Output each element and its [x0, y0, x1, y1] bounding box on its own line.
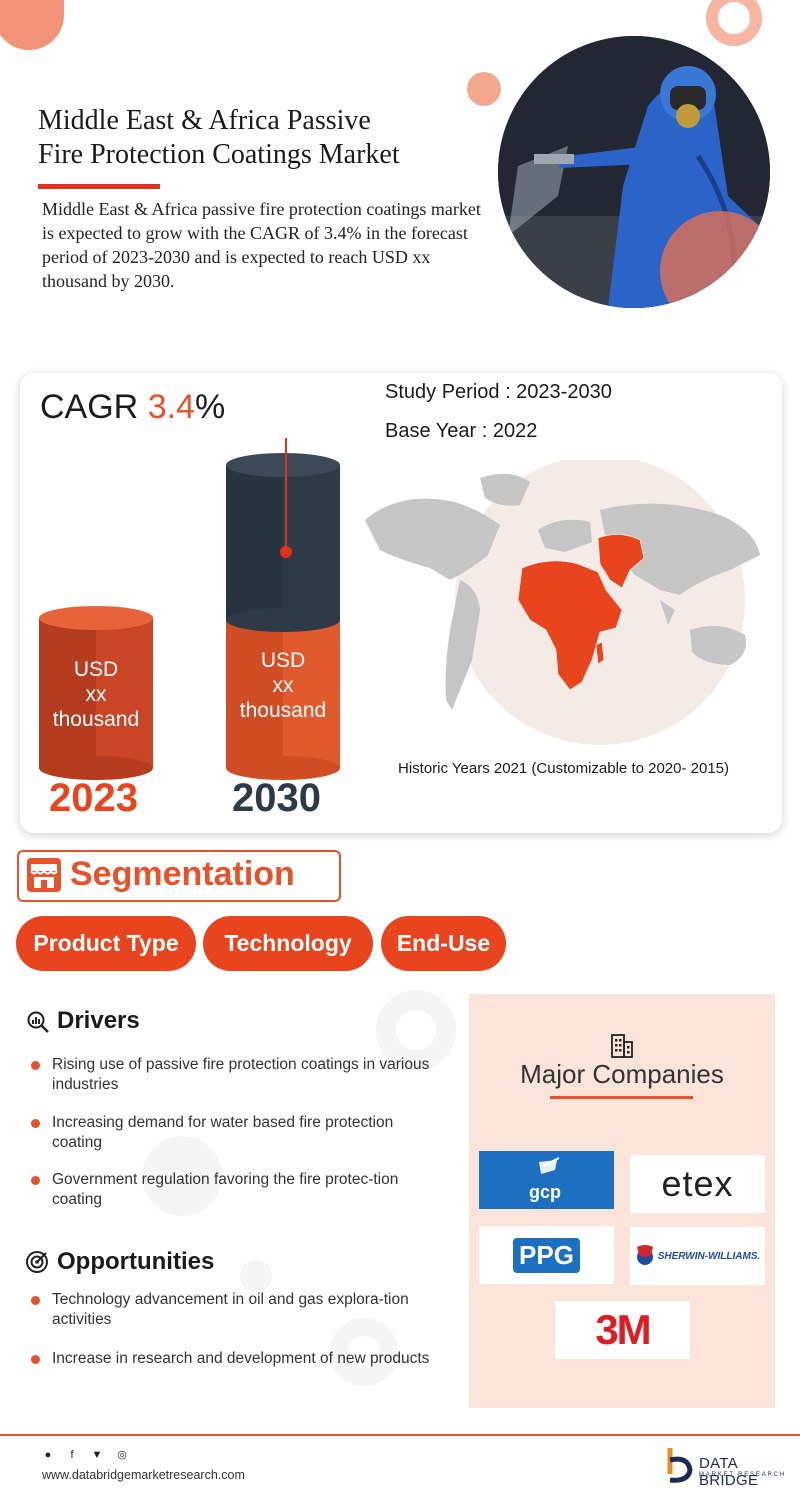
- 3m-logo: 3M: [555, 1301, 690, 1359]
- gcp-logo: gcp: [479, 1151, 614, 1209]
- brand-name: DATA BRIDGE: [699, 1455, 759, 1489]
- base-year: Base Year : 2022: [385, 420, 538, 442]
- gcp-logo-text: gcp: [529, 1182, 561, 1202]
- segmentation-header-box: [17, 850, 341, 902]
- bullet-dot: [31, 1119, 40, 1128]
- segment-pill-product-type: Product Type: [16, 916, 196, 971]
- brand-subtitle: MARKET RESEARCH: [699, 1472, 786, 1478]
- gcp-logo-mark: gcp: [529, 1157, 561, 1202]
- cylinder-2023: [39, 606, 153, 780]
- cylinder-2030-line1: USD: [260, 649, 306, 672]
- opportunity-item-1: Technology advancement in oil and gas ex…: [52, 1291, 409, 1328]
- map-mea-region: [517, 534, 645, 691]
- segment-pill-end-use: End-Use: [381, 916, 506, 971]
- etex-logo-text: etex: [661, 1163, 734, 1204]
- historic-years: Historic Years 2021 (Customizable to 202…: [398, 760, 730, 777]
- bullet-dot: [31, 1355, 40, 1364]
- whatsapp-icon[interactable]: ●: [44, 1449, 52, 1461]
- cylinder-2030-line2: xx: [272, 674, 294, 697]
- bullet-dot: [31, 1176, 40, 1185]
- major-companies-title: Major Companies: [520, 1059, 724, 1089]
- segment-pill-technology: Technology: [203, 916, 373, 971]
- cagr-label: CAGR 3.4%: [40, 388, 225, 427]
- cagr-value: 3.4: [147, 388, 195, 426]
- cylinder-2030-label: USD xx thousand: [226, 648, 340, 723]
- ppg-logo: PPG: [479, 1226, 614, 1284]
- store-icon: [27, 858, 61, 892]
- cylinder-2030: [226, 438, 340, 780]
- cylinder-2023-line1: USD: [73, 658, 119, 681]
- etex-logo: etex: [630, 1155, 765, 1213]
- sherwin-williams-text: SHERWIN-WILLIAMS.: [657, 1250, 761, 1262]
- world-map: [365, 460, 760, 745]
- sherwin-williams-logo: SHERWIN-WILLIAMS.: [630, 1227, 765, 1285]
- growth-indicator-dot: [280, 546, 292, 558]
- bullet-dot: [31, 1296, 40, 1305]
- bullet-dot: [31, 1061, 40, 1070]
- globe-paint-icon: [636, 1245, 653, 1265]
- decor-circle: [142, 1136, 222, 1216]
- cylinder-2023-label: USD xx thousand: [39, 657, 153, 732]
- cylinder-2030-line3: thousand: [239, 699, 327, 722]
- segmentation-title: Segmentation: [70, 855, 295, 893]
- page-title: Middle East & Africa Passive Fire Protec…: [38, 104, 478, 172]
- year-2023: 2023: [49, 776, 138, 820]
- footer-website-link[interactable]: www.databridgemarketresearch.com: [42, 1468, 245, 1482]
- worker-spraying-photo: [498, 36, 770, 308]
- title-line-1: Middle East & Africa Passive: [38, 105, 371, 136]
- 3m-logo-text: 3M: [595, 1306, 651, 1353]
- worker-illustration: [498, 36, 770, 308]
- decor-ring: [706, 0, 762, 46]
- driver-item-3: Government regulation favoring the fire …: [52, 1171, 399, 1208]
- cagr-suffix: %: [194, 388, 226, 426]
- twitter-icon[interactable]: ▼: [91, 1449, 103, 1461]
- map-land: [365, 473, 760, 710]
- decor-circle: [0, 0, 64, 50]
- cagr-text: CAGR: [40, 388, 139, 426]
- drivers-title: Drivers: [57, 1007, 140, 1034]
- cylinder-2023-line2: xx: [85, 683, 107, 706]
- decor-circle: [467, 72, 501, 106]
- title-underline: [38, 184, 160, 189]
- building-icon: [611, 1034, 633, 1058]
- title-line-2: Fire Protection Coatings Market: [38, 139, 400, 170]
- data-bridge-logo-mark: [667, 1448, 693, 1483]
- target-icon: [26, 1251, 48, 1273]
- major-companies-underline: [550, 1096, 693, 1099]
- footer-divider: [0, 1434, 800, 1436]
- facebook-icon[interactable]: f: [70, 1449, 74, 1461]
- magnifier-chart-icon: [27, 1011, 49, 1033]
- study-period: Study Period : 2023-2030: [385, 381, 612, 403]
- driver-item-1: Rising use of passive fire protection co…: [52, 1056, 430, 1093]
- ppg-logo-text: PPG: [513, 1237, 580, 1273]
- driver-item-2: Increasing demand for water based fire p…: [52, 1114, 394, 1151]
- cylinder-2023-line3: thousand: [52, 708, 140, 731]
- year-2030: 2030: [232, 776, 321, 820]
- opportunity-item-2: Increase in research and development of …: [52, 1350, 430, 1367]
- intro-text: Middle East & Africa passive fire protec…: [42, 199, 481, 291]
- decor-circle: [240, 1260, 272, 1292]
- cylinder-chart: [39, 438, 340, 780]
- opportunities-title: Opportunities: [57, 1248, 215, 1275]
- instagram-icon[interactable]: ◎: [117, 1449, 127, 1461]
